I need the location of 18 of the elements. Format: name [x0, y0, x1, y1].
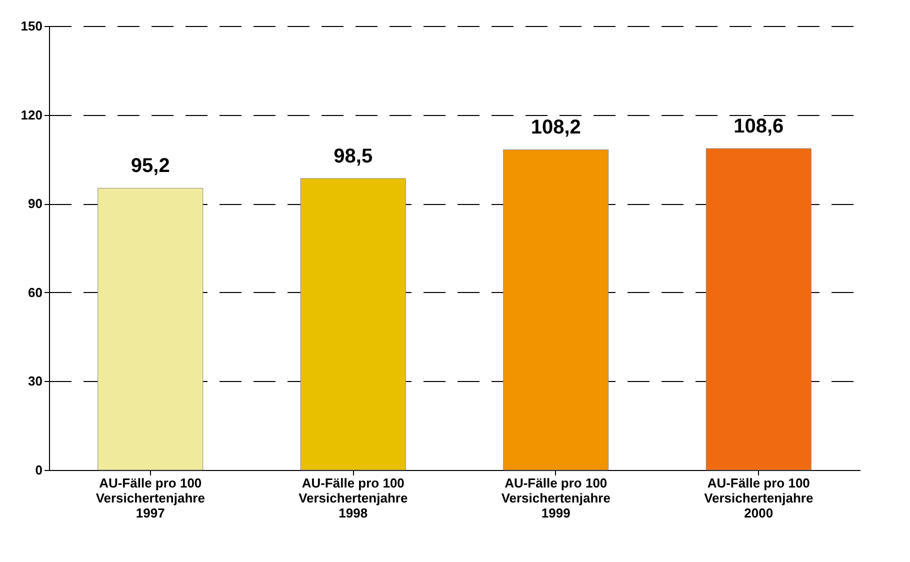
- y-tick-label: 90: [28, 196, 42, 212]
- data-label: 95,2: [130, 155, 170, 178]
- y-tick-label: 0: [35, 462, 42, 478]
- data-label: 98,5: [334, 145, 373, 168]
- y-tick-label: 60: [28, 284, 42, 300]
- x-tick-label: AU-Fälle pro 100 Versichertenjahre 1998: [298, 476, 408, 520]
- x-tick-label: AU-Fälle pro 100 Versichertenjahre 1997: [96, 476, 205, 520]
- y-tick-label: 120: [20, 107, 42, 122]
- bar: [98, 188, 204, 470]
- x-tick-label: AU-Fälle pro 100 Versichertenjahre 2000: [704, 476, 814, 520]
- data-label: 108,6: [734, 116, 784, 138]
- bar: [503, 149, 609, 470]
- bar: [300, 178, 406, 470]
- bar: [706, 148, 812, 470]
- y-tick-label: 150: [20, 18, 42, 34]
- data-label: 108,2: [530, 116, 581, 139]
- x-tick-label: AU-Fälle pro 100 Versichertenjahre 1999: [501, 476, 610, 520]
- y-tick-label: 30: [28, 374, 42, 389]
